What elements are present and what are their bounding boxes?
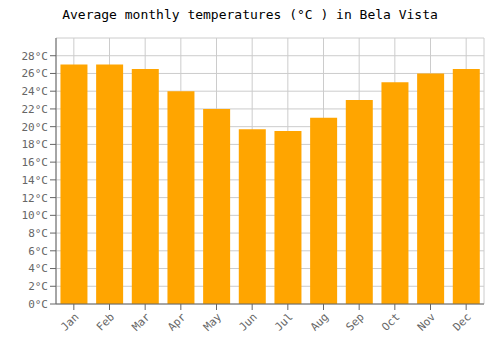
svg-text:May: May [201, 310, 225, 334]
svg-text:14°C: 14°C [22, 174, 49, 187]
svg-text:Oct: Oct [379, 310, 402, 333]
svg-text:Apr: Apr [165, 310, 189, 334]
svg-text:8°C: 8°C [28, 227, 48, 240]
svg-text:Jun: Jun [237, 310, 260, 333]
svg-text:Feb: Feb [94, 310, 117, 333]
svg-text:Jan: Jan [58, 310, 81, 333]
svg-text:Sep: Sep [344, 310, 367, 333]
svg-text:20°C: 20°C [22, 121, 49, 134]
svg-text:Nov: Nov [415, 310, 439, 334]
svg-text:0°C: 0°C [28, 298, 48, 311]
svg-text:28°C: 28°C [22, 50, 49, 63]
svg-text:6°C: 6°C [28, 245, 48, 258]
svg-text:2°C: 2°C [28, 280, 48, 293]
svg-text:16°C: 16°C [22, 156, 49, 169]
svg-text:Mar: Mar [130, 310, 154, 334]
html-text:Average monthly temperatures (: Average monthly temperatures (°C ) in Be… [62, 7, 438, 22]
svg-text:10°C: 10°C [22, 209, 49, 222]
svg-text:4°C: 4°C [28, 262, 48, 275]
svg-text:26°C: 26°C [22, 67, 49, 80]
svg-text:Dec: Dec [451, 310, 474, 333]
svg-text:Jul: Jul [272, 310, 295, 333]
svg-text:22°C: 22°C [22, 103, 49, 116]
svg-text:24°C: 24°C [22, 85, 49, 98]
svg-text:12°C: 12°C [22, 192, 49, 205]
svg-text:18°C: 18°C [22, 138, 49, 151]
svg-text:Aug: Aug [308, 310, 331, 333]
